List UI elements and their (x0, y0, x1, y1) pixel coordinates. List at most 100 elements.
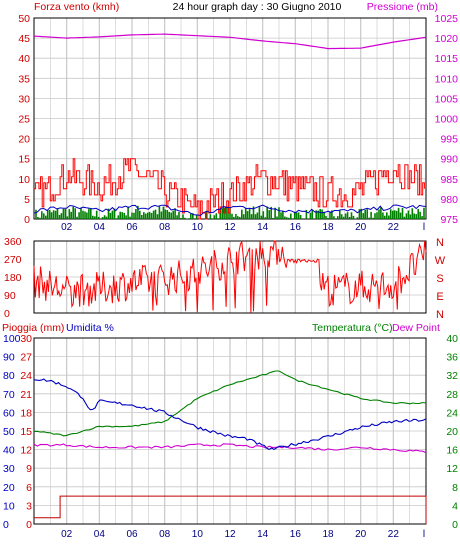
x-tick-label: 08 (159, 529, 171, 540)
compass-label: W (435, 255, 446, 267)
x-tick-label: 04 (94, 529, 106, 540)
humidity-tick-label: 0 (3, 519, 9, 531)
humidity-tick-label: 40 (3, 445, 15, 457)
x-tick-label: 20 (355, 222, 367, 233)
series-humidity (33, 378, 427, 451)
x-tick-label: l (423, 529, 425, 540)
x-tick-label: 02 (61, 529, 73, 540)
rain-tick-label: 6 (26, 482, 32, 494)
humidity-axis-label: Umidita % (66, 322, 114, 334)
temperature-axis-label: Temperatura (°C) (312, 322, 393, 334)
pressure-tick-label: 1005 (435, 93, 459, 105)
series-wind-direction (33, 240, 427, 313)
x-tick-label: 12 (224, 529, 236, 540)
x-tick-label: 20 (355, 529, 367, 540)
temperature-tick-label: 36 (446, 352, 458, 364)
pressure-tick-label: 980 (440, 194, 458, 206)
direction-tick-label: 90 (4, 290, 16, 302)
direction-tick-label: 270 (4, 254, 22, 266)
dew-point-axis-label: Dew Point (392, 322, 440, 334)
pressure-axis-label: Pressione (mb) (367, 1, 438, 13)
wind-tick-label: 20 (18, 134, 30, 146)
x-tick-label: 14 (257, 222, 269, 233)
x-tick-label: 22 (388, 222, 400, 233)
x-tick-label: 12 (224, 222, 236, 233)
temperature-tick-label: 24 (446, 407, 458, 419)
x-tick-label: 14 (257, 529, 269, 540)
series-pressure (33, 33, 427, 50)
pressure-tick-label: 990 (440, 154, 458, 166)
x-tick-label: 16 (290, 222, 302, 233)
rain-axis-label: Pioggia (mm) (2, 322, 64, 334)
x-tick-label: 18 (322, 222, 334, 233)
compass-label: E (436, 291, 443, 303)
humidity-tick-label: 60 (3, 407, 15, 419)
temperature-tick-label: 16 (446, 445, 458, 457)
pressure-tick-label: 1000 (435, 114, 459, 126)
temperature-tick-label: 4 (452, 500, 458, 512)
x-tick-label: 08 (159, 222, 171, 233)
chart-title: 24 hour graph day : 30 Giugno 2010 (173, 1, 342, 13)
x-tick-label: 06 (126, 529, 138, 540)
rain-tick-label: 21 (20, 389, 32, 401)
series-gust (35, 205, 425, 219)
rain-tick-label: 15 (20, 426, 32, 438)
humidity-tick-label: 20 (3, 482, 15, 494)
wind-tick-label: 25 (18, 114, 30, 126)
temperature-tick-label: 40 (446, 333, 458, 345)
rain-tick-label: 3 (26, 500, 32, 512)
wind-tick-label: 40 (18, 53, 30, 65)
rain-humidity-temperature-panel: 02 04 06 08 10 12 14 16 18 20 22 l01020304050607080… (3, 333, 458, 540)
temperature-tick-label: 12 (446, 463, 458, 475)
wind-axis-label: Forza vento (kmh) (34, 1, 119, 13)
temperature-tick-label: 8 (452, 482, 458, 494)
direction-tick-label: 180 (4, 272, 22, 284)
x-tick-label: 10 (192, 222, 204, 233)
rain-tick-label: 18 (20, 407, 32, 419)
pressure-tick-label: 995 (440, 134, 458, 146)
humidity-tick-label: 10 (3, 500, 15, 512)
pressure-tick-label: 975 (440, 214, 458, 226)
series-wind (34, 158, 425, 220)
wind-tick-label: 5 (24, 194, 30, 206)
pressure-tick-label: 1025 (435, 13, 459, 25)
humidity-tick-label: 50 (3, 426, 15, 438)
rain-tick-label: 12 (20, 445, 32, 457)
wind-tick-label: 15 (18, 154, 30, 166)
wind-tick-label: 0 (24, 214, 30, 226)
x-tick-label: 16 (290, 529, 302, 540)
series-rain (34, 495, 427, 524)
direction-tick-label: 360 (4, 236, 22, 248)
rain-tick-label: 30 (20, 333, 32, 345)
wind-tick-label: 50 (18, 13, 30, 25)
temperature-tick-label: 32 (446, 370, 458, 382)
x-tick-label: 22 (388, 529, 400, 540)
rain-tick-label: 9 (26, 463, 32, 475)
series-temperature (33, 370, 427, 437)
wind-pressure-panel: 02 04 06 08 10 12 14 16 18 20 22 l05101520253035404… (18, 13, 458, 233)
x-tick-label: 10 (192, 529, 204, 540)
x-tick-label: 02 (61, 222, 73, 233)
x-tick-label: 18 (322, 529, 334, 540)
x-tick-label: l (423, 222, 425, 233)
x-tick-label: 04 (94, 222, 106, 233)
direction-tick-label: 0 (4, 308, 10, 320)
pressure-tick-label: 985 (440, 174, 458, 186)
series-wind-avg (33, 204, 427, 216)
humidity-tick-label: 30 (3, 463, 15, 475)
pressure-tick-label: 1020 (435, 33, 459, 45)
temperature-tick-label: 28 (446, 389, 458, 401)
compass-label: S (436, 273, 443, 285)
rain-tick-label: 24 (20, 370, 32, 382)
wind-tick-label: 30 (18, 93, 30, 105)
temperature-tick-label: 0 (452, 519, 458, 531)
compass-label: N (436, 309, 444, 321)
compass-label: N (436, 237, 444, 249)
humidity-tick-label: 80 (3, 370, 15, 382)
wind-tick-label: 35 (18, 73, 30, 85)
rain-tick-label: 27 (20, 352, 32, 364)
x-tick-label: 06 (126, 222, 138, 233)
temperature-tick-label: 20 (446, 426, 458, 438)
